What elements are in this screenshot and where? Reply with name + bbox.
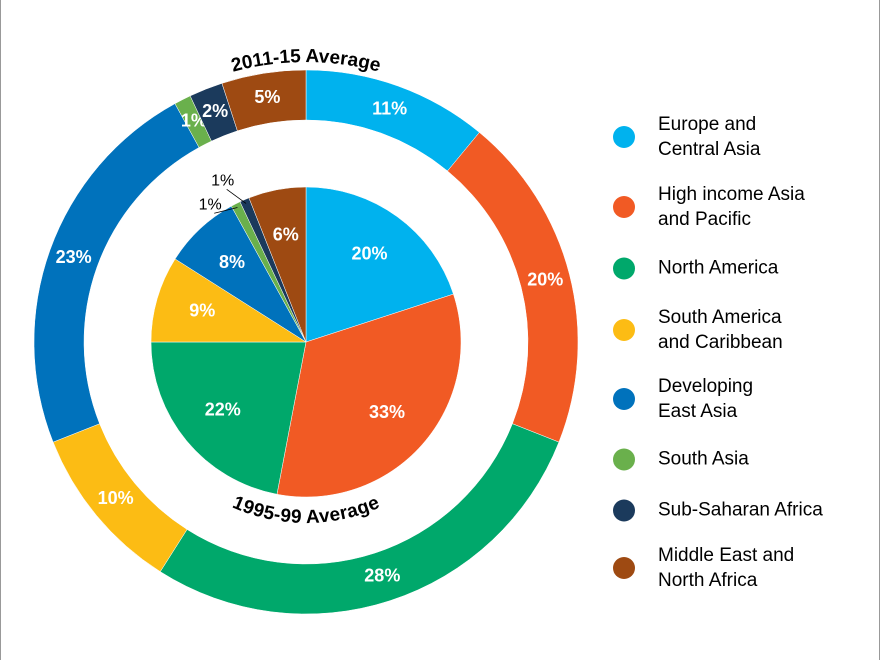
pie-slice [305, 69, 480, 172]
pie-slice [305, 186, 454, 343]
pie-slice [150, 341, 307, 495]
series-title-path: 1995-99 Average [230, 492, 383, 528]
legend-item: Developing East Asia [613, 374, 753, 424]
slice-label: 9% [189, 301, 215, 321]
series-title: 1995-99 Average [230, 492, 383, 528]
slice-label: 5% [254, 87, 280, 107]
slice-label: 1% [211, 173, 234, 190]
slice-label: 23% [56, 247, 92, 267]
legend-label: North America [658, 257, 779, 279]
slice-label: 33% [369, 402, 405, 422]
leader-line [226, 188, 247, 204]
slice-label: 20% [351, 243, 387, 263]
pie-slice [150, 258, 307, 343]
legend-label: South Asia [658, 448, 749, 470]
legend-swatch [613, 196, 635, 218]
legend-swatch [613, 448, 635, 470]
slice-label: 22% [205, 400, 241, 420]
legend-swatch [613, 126, 635, 148]
legend-label: Middle East and North Africa [658, 545, 795, 591]
legend-label: Europe and Central Asia [658, 114, 761, 160]
legend-swatch [613, 557, 635, 579]
legend-item: Europe and Central Asia [613, 112, 760, 162]
legend-swatch [613, 499, 635, 521]
legend-swatch [613, 388, 635, 410]
slice-label: 2% [202, 101, 228, 121]
pie-slice [276, 293, 462, 498]
slice-label: 6% [273, 225, 299, 245]
pie-slice [248, 186, 307, 343]
legend-item: Middle East and North Africa [613, 543, 794, 593]
legend-item: South Asia [613, 447, 749, 472]
slice-label: 1% [199, 196, 222, 213]
slice-label: 10% [98, 488, 134, 508]
slice-label: 8% [219, 252, 245, 272]
legend-item: North America [613, 256, 778, 281]
legend-item: High income Asia and Pacific [613, 182, 805, 232]
legend-swatch [613, 257, 635, 279]
legend-item: South America and Caribbean [613, 305, 783, 355]
legend-label: Sub-Saharan Africa [658, 499, 823, 521]
pie-slice [221, 69, 307, 132]
legend-item: Sub-Saharan Africa [613, 498, 823, 523]
slice-label: 20% [527, 269, 563, 289]
legend-label: South America and Caribbean [658, 307, 783, 353]
slice-label: 11% [372, 98, 407, 118]
slice-label: 28% [364, 566, 400, 586]
legend-label: Developing East Asia [658, 376, 754, 422]
legend-swatch [613, 319, 635, 341]
leader-line [214, 207, 238, 214]
legend-label: High income Asia and Pacific [658, 184, 805, 230]
